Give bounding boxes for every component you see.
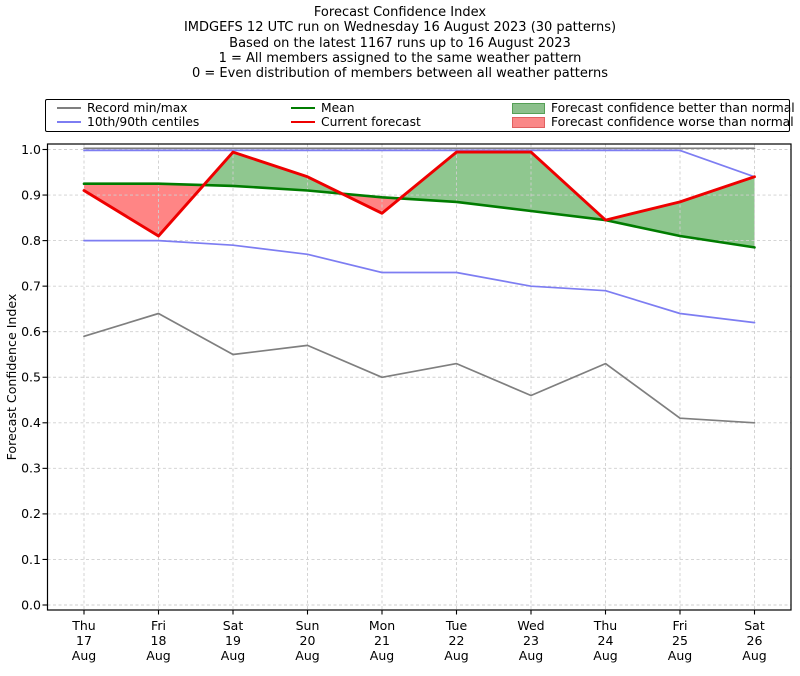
svg-text:Aug: Aug <box>72 648 96 663</box>
legend-patch-swatch-green <box>512 102 545 114</box>
legend-label: Mean <box>321 101 355 115</box>
legend-label: Forecast confidence better than normal <box>551 101 795 115</box>
svg-text:Sun: Sun <box>296 618 320 633</box>
svg-text:Aug: Aug <box>593 648 617 663</box>
svg-text:Sat: Sat <box>223 618 244 633</box>
legend-item-record-minmax: Record min/max <box>57 101 188 115</box>
svg-text:Aug: Aug <box>668 648 692 663</box>
legend-line-swatch-green <box>291 107 315 109</box>
gridlines <box>47 144 791 610</box>
legend-item-current-forecast: Current forecast <box>291 115 421 129</box>
svg-text:0.6: 0.6 <box>21 324 41 339</box>
legend-label: Forecast confidence worse than normal <box>551 115 794 129</box>
legend-item-mean: Mean <box>291 101 355 115</box>
svg-text:Aug: Aug <box>444 648 468 663</box>
legend-label: 10th/90th centiles <box>87 115 200 129</box>
svg-text:0.5: 0.5 <box>21 370 41 385</box>
legend-item-centiles: 10th/90th centiles <box>57 115 199 129</box>
svg-text:Aug: Aug <box>146 648 170 663</box>
svg-text:Wed: Wed <box>517 618 544 633</box>
legend-label: Record min/max <box>87 101 188 115</box>
svg-text:Fri: Fri <box>673 618 688 633</box>
svg-text:Aug: Aug <box>519 648 543 663</box>
svg-text:Forecast Confidence Index: Forecast Confidence Index <box>4 293 19 460</box>
svg-text:Fri: Fri <box>151 618 166 633</box>
svg-text:Thu: Thu <box>593 618 617 633</box>
svg-text:0.0: 0.0 <box>21 597 41 612</box>
svg-text:0.9: 0.9 <box>21 187 41 202</box>
svg-text:20: 20 <box>300 633 316 648</box>
svg-text:22: 22 <box>449 633 465 648</box>
svg-text:24: 24 <box>598 633 614 648</box>
svg-text:18: 18 <box>151 633 167 648</box>
series-record-min <box>83 312 756 424</box>
legend: Record min/max 10th/90th centiles Mean C… <box>45 99 795 132</box>
svg-text:0.1: 0.1 <box>21 552 41 567</box>
svg-text:0.7: 0.7 <box>21 278 41 293</box>
chart-note-zero: 0 = Even distribution of members between… <box>191 66 609 82</box>
legend-line-swatch-gray <box>57 107 81 109</box>
svg-text:0.2: 0.2 <box>21 506 41 521</box>
x-axis-tick-labels: Thu17AugFri18AugSat19AugSun20AugMon21Aug… <box>71 618 766 663</box>
svg-text:21: 21 <box>374 633 390 648</box>
svg-text:Tue: Tue <box>445 618 468 633</box>
svg-text:23: 23 <box>523 633 539 648</box>
legend-item-confidence-worse: Forecast confidence worse than normal <box>512 115 794 129</box>
chart-note-one: 1 = All members assigned to the same wea… <box>218 50 582 66</box>
svg-text:19: 19 <box>225 633 241 648</box>
chart-subtitle-run: IMDGEFS 12 UTC run on Wednesday 16 Augus… <box>183 20 617 36</box>
chart-subtitle-basis: Based on the latest 1167 runs up to 16 A… <box>229 35 571 51</box>
y-axis-tick-labels: 0.0 0.1 0.2 0.3 0.4 0.5 0.6 0.7 0.8 0.9 1.0 <box>21 142 41 612</box>
svg-text:26: 26 <box>747 633 763 648</box>
series-10th-centile <box>83 239 756 324</box>
svg-text:Aug: Aug <box>295 648 319 663</box>
svg-text:Aug: Aug <box>221 648 245 663</box>
series-mean <box>82 182 756 249</box>
svg-text:Sat: Sat <box>744 618 765 633</box>
svg-text:1.0: 1.0 <box>21 142 41 157</box>
chart-title-block: Forecast Confidence Index IMDGEFS 12 UTC… <box>0 5 800 81</box>
svg-text:Mon: Mon <box>369 618 395 633</box>
svg-text:Thu: Thu <box>71 618 95 633</box>
svg-text:0.4: 0.4 <box>21 415 41 430</box>
series-90th-centile <box>83 149 756 178</box>
plot-border-and-ticks <box>42 143 792 615</box>
series-current-forecast <box>82 150 756 238</box>
svg-text:Aug: Aug <box>370 648 394 663</box>
svg-text:0.8: 0.8 <box>21 233 41 248</box>
legend-line-swatch-red <box>291 121 315 123</box>
legend-item-confidence-better: Forecast confidence better than normal <box>512 101 795 115</box>
svg-text:17: 17 <box>76 633 92 648</box>
legend-patch-swatch-red <box>512 116 545 128</box>
svg-text:25: 25 <box>672 633 688 648</box>
svg-text:Aug: Aug <box>742 648 766 663</box>
svg-text:0.3: 0.3 <box>21 461 41 476</box>
chart-title: Forecast Confidence Index <box>313 5 487 20</box>
legend-line-swatch-blue <box>57 121 81 123</box>
legend-label: Current forecast <box>321 115 421 129</box>
y-axis-title: Forecast Confidence Index <box>4 293 19 460</box>
